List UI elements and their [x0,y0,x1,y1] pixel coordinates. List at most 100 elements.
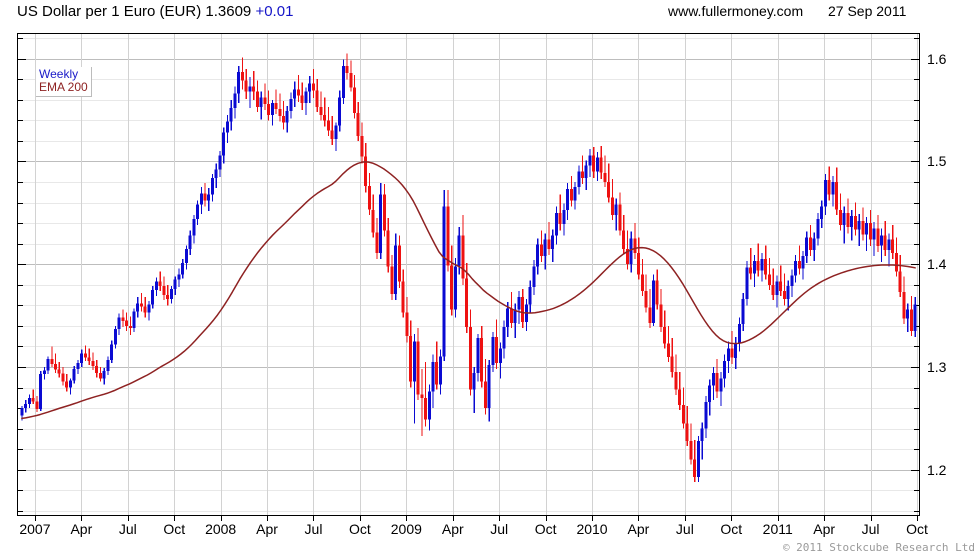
candle-body [595,157,599,172]
candle-body [711,373,715,386]
x-axis-tick-label: Apr [256,521,278,537]
candle-body [259,97,263,107]
gridline-minor [18,141,919,142]
x-axis-tick-label: Apr [813,521,836,537]
candle-body [349,73,353,88]
candle-body [42,370,46,375]
axis-tick [914,182,920,183]
axis-right [919,33,920,516]
candle-body [371,209,375,233]
candle-body [225,121,229,133]
candle-body [648,307,652,323]
candle-body [282,116,285,123]
candle-body [633,238,637,253]
candle-body [872,228,876,240]
axis-tick [17,305,23,306]
candle-body [323,115,327,121]
candle-body [625,248,629,265]
axis-tick [638,516,639,521]
candle-body [465,278,469,327]
candle-body [622,230,626,249]
x-axis-tick-label: Oct [349,521,371,537]
candle-body [211,177,214,195]
candle-body [577,171,581,188]
gridline-minor [18,511,919,512]
candle-body [618,204,622,231]
candle-wick [283,100,285,130]
x-axis-tick-label: Oct [906,521,928,537]
candle-body [715,373,719,392]
candle-body [147,304,151,313]
axis-tick [17,264,26,265]
candle-body [820,206,824,219]
axis-tick [914,244,920,245]
candle-body [734,343,738,358]
axis-tick [914,285,920,286]
candle-body [270,102,274,116]
candle-body [906,309,910,319]
candle-body [539,244,543,256]
legend-item-weekly: Weekly [39,67,79,81]
gridline-vertical [360,34,361,515]
axis-tick [360,516,361,521]
candle-body [375,232,379,253]
candle-body [341,65,345,98]
candle-body [69,380,72,388]
candle-body [102,371,106,379]
gridline-minor [18,79,919,80]
candle-body [457,235,461,267]
candle-body [154,281,158,290]
candle-body [285,111,289,123]
gridline-major [18,59,919,60]
candle-body [838,209,842,226]
candle-body [566,189,569,210]
candle-body [723,360,726,379]
axis-tick [17,182,23,183]
candle-body [50,358,54,364]
candle-body [536,244,540,267]
axis-tick [914,326,920,327]
candle-body [678,389,682,405]
candle-body [196,204,199,219]
candle-wick [141,293,143,312]
axis-tick [17,223,23,224]
candle-body [708,385,712,402]
axis-tick [81,516,82,521]
candle-body [480,338,484,382]
x-axis-tick-label: Oct [720,521,743,537]
axis-tick [17,141,23,142]
gridline-vertical [81,34,82,515]
gridline-minor [18,490,919,491]
candle-body [506,308,510,327]
axis-tick [914,79,920,80]
axis-tick [914,490,920,491]
axis-left [17,33,18,516]
candle-wick [858,213,860,246]
candle-body [319,107,323,116]
candle-body [338,97,342,126]
gridline-vertical [871,34,872,515]
candle-wick [473,367,475,414]
candle-wick [750,247,752,280]
candle-body [72,369,76,381]
candle-body [379,194,383,253]
candle-body [760,259,764,271]
candle-body [767,274,771,285]
candle-body [801,256,805,269]
candle-body [476,338,480,374]
candle-body [409,336,413,382]
candlestick-series [20,53,917,483]
x-axis-tick-label: 2010 [576,521,608,537]
axis-tick [914,203,920,204]
candle-body [894,252,898,272]
axis-tick [17,203,23,204]
axis-tick [35,516,36,521]
gridline-minor [18,305,919,306]
candle-wick [772,268,774,301]
candle-body [696,441,700,477]
axis-tick [453,516,454,521]
gridline-minor [18,38,919,39]
axis-tick [17,408,23,409]
candle-body [334,125,338,139]
candle-body [166,295,170,300]
